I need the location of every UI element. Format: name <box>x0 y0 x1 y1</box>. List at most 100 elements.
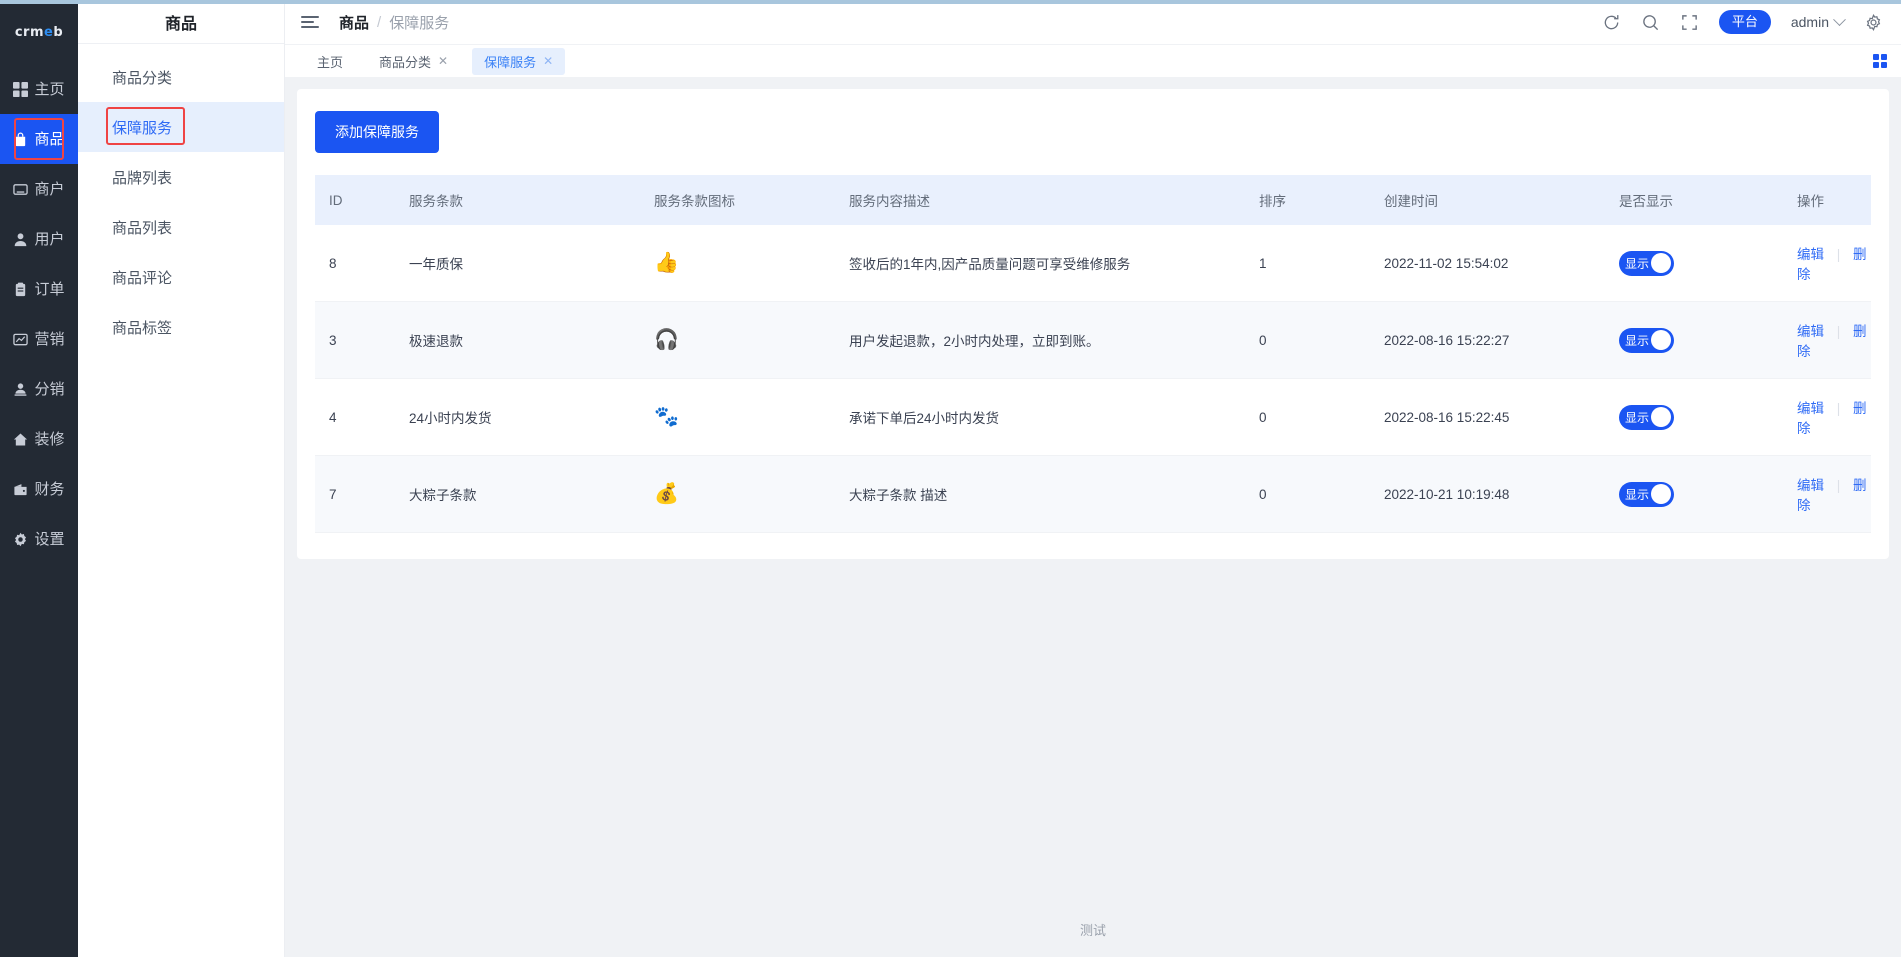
submenu-item-product-tag[interactable]: 商品标签 <box>78 302 284 352</box>
cell-icon: 🎧 <box>640 301 835 379</box>
breadcrumb: 商品 / 保障服务 <box>339 12 449 33</box>
submenu-item-label: 商品分类 <box>112 69 173 87</box>
breadcrumb-separator: / <box>377 13 382 31</box>
delete-link[interactable]: 删除 <box>1797 401 1867 436</box>
submenu-item-guarantee-service[interactable]: 保障服务 <box>78 102 284 152</box>
submenu-item-label: 商品列表 <box>112 219 173 237</box>
sidebar-item-products[interactable]: 商品 <box>0 114 78 164</box>
refresh-icon[interactable] <box>1602 13 1621 32</box>
tab-product-category[interactable]: 商品分类 ✕ <box>367 48 460 75</box>
sidebar-item-label: 分销 <box>34 380 65 398</box>
sidebar-item-orders[interactable]: 订单 <box>0 264 78 314</box>
cell-actions: 编辑 | 删除 <box>1783 225 1871 302</box>
delete-link[interactable]: 删除 <box>1797 478 1867 513</box>
sidebar-item-distribution[interactable]: 分销 <box>0 364 78 414</box>
toggle-knob <box>1651 253 1671 273</box>
platform-badge[interactable]: 平台 <box>1718 10 1771 34</box>
show-toggle[interactable]: 显示 <box>1619 250 1674 276</box>
cell-time: 2022-11-02 15:54:02 <box>1370 225 1605 302</box>
cell-show: 显示 <box>1605 225 1783 302</box>
submenu-item-brand-list[interactable]: 品牌列表 <box>78 152 284 202</box>
tab-home[interactable]: 主页 <box>305 48 355 75</box>
cell-desc: 用户发起退款，2小时内处理，立即到账。 <box>835 301 1245 379</box>
cell-id: 3 <box>315 301 395 379</box>
header-actions: 平台 admin <box>1602 10 1883 34</box>
cell-name: 大粽子条款 <box>395 455 640 533</box>
table-row[interactable]: 7 大粽子条款 💰 大粽子条款 描述 0 2022-10-21 10:19:48… <box>315 455 1871 533</box>
tab-grid-menu-icon[interactable] <box>1873 54 1887 68</box>
cell-sort: 1 <box>1245 225 1370 302</box>
cell-sort: 0 <box>1245 455 1370 533</box>
delete-link[interactable]: 删除 <box>1797 247 1867 282</box>
tab-bar-actions <box>1873 54 1887 68</box>
submenu-title: 商品 <box>78 0 284 44</box>
cell-sort: 0 <box>1245 301 1370 379</box>
sidebar-item-label: 商户 <box>34 180 65 198</box>
cell-time: 2022-08-16 15:22:45 <box>1370 378 1605 456</box>
gear-icon[interactable] <box>1864 13 1883 32</box>
toggle-knob <box>1651 330 1671 350</box>
sidebar-item-home[interactable]: 主页 <box>0 64 78 114</box>
home-icon <box>13 432 28 447</box>
clipboard-icon <box>13 282 28 297</box>
delete-link[interactable]: 删除 <box>1797 324 1867 359</box>
submenu-item-product-category[interactable]: 商品分类 <box>78 52 284 102</box>
sidebar-item-users[interactable]: 用户 <box>0 214 78 264</box>
sidebar-item-label: 商品 <box>34 130 65 148</box>
table-row[interactable]: 3 极速退款 🎧 用户发起退款，2小时内处理，立即到账。 0 2022-08-1… <box>315 301 1871 379</box>
show-toggle[interactable]: 显示 <box>1619 481 1674 507</box>
content-area: 添加保障服务 ID 服务条款 服务条款图标 服务内容描述 排序 创建时间 是否显… <box>285 77 1901 957</box>
tab-guarantee-service[interactable]: 保障服务 ✕ <box>472 47 566 75</box>
guarantee-service-card: 添加保障服务 ID 服务条款 服务条款图标 服务内容描述 排序 创建时间 是否显… <box>297 89 1889 559</box>
cell-time: 2022-08-16 15:22:27 <box>1370 301 1605 379</box>
show-toggle-label: 显示 <box>1625 333 1650 348</box>
sidebar-item-label: 营销 <box>34 330 65 348</box>
cell-icon: 👍 <box>640 225 835 302</box>
submenu-item-product-comment[interactable]: 商品评论 <box>78 252 284 302</box>
fullscreen-icon[interactable] <box>1680 13 1699 32</box>
table-row[interactable]: 4 24小时内发货 🐾 承诺下单后24小时内发货 0 2022-08-16 15… <box>315 378 1871 456</box>
column-header-icon: 服务条款图标 <box>640 175 835 225</box>
show-toggle[interactable]: 显示 <box>1619 404 1674 430</box>
table-body: 8 一年质保 👍 签收后的1年内,因产品质量问题可享受维修服务 1 2022-1… <box>315 225 1871 533</box>
cell-name: 极速退款 <box>395 301 640 379</box>
sidebar-item-merchant[interactable]: 商户 <box>0 164 78 214</box>
sidebar-item-settings[interactable]: 设置 <box>0 514 78 564</box>
show-toggle-label: 显示 <box>1625 256 1650 271</box>
show-toggle[interactable]: 显示 <box>1619 327 1674 353</box>
submenu-item-product-list[interactable]: 商品列表 <box>78 202 284 252</box>
breadcrumb-current: 保障服务 <box>389 14 450 32</box>
bag-icon <box>13 132 28 147</box>
edit-link[interactable]: 编辑 <box>1797 247 1824 262</box>
submenu-item-label: 商品评论 <box>112 269 173 287</box>
admin-menu[interactable]: admin <box>1791 12 1846 30</box>
edit-link[interactable]: 编辑 <box>1797 401 1824 416</box>
wallet-icon <box>13 482 28 497</box>
primary-nav: 主页 商品 商户 用户 <box>0 64 78 564</box>
breadcrumb-root[interactable]: 商品 <box>339 14 370 32</box>
sidebar-item-label: 订单 <box>34 280 65 298</box>
sidebar-item-marketing[interactable]: 营销 <box>0 314 78 364</box>
cell-desc: 承诺下单后24小时内发货 <box>835 378 1245 456</box>
service-emoji-icon: 💰 <box>654 483 679 505</box>
sidebar-item-finance[interactable]: 财务 <box>0 464 78 514</box>
table-header-row: ID 服务条款 服务条款图标 服务内容描述 排序 创建时间 是否显示 操作 <box>315 175 1871 225</box>
edit-link[interactable]: 编辑 <box>1797 324 1824 339</box>
brand-logo: crm e b <box>15 10 63 54</box>
brand-text-right: b <box>53 24 64 40</box>
tab-close-icon[interactable]: ✕ <box>543 54 554 68</box>
tab-label: 主页 <box>317 54 344 70</box>
cell-icon: 🐾 <box>640 378 835 456</box>
table-row[interactable]: 8 一年质保 👍 签收后的1年内,因产品质量问题可享受维修服务 1 2022-1… <box>315 225 1871 302</box>
search-icon[interactable] <box>1641 13 1660 32</box>
column-header-show: 是否显示 <box>1605 175 1783 225</box>
service-emoji-icon: 🎧 <box>654 329 679 351</box>
menu-collapse-icon[interactable] <box>301 12 321 32</box>
sidebar-item-decoration[interactable]: 装修 <box>0 414 78 464</box>
add-guarantee-service-button[interactable]: 添加保障服务 <box>315 111 439 153</box>
column-header-desc: 服务内容描述 <box>835 175 1245 225</box>
chevron-down-icon <box>1833 12 1846 26</box>
edit-link[interactable]: 编辑 <box>1797 478 1824 493</box>
tab-close-icon[interactable]: ✕ <box>438 54 449 68</box>
